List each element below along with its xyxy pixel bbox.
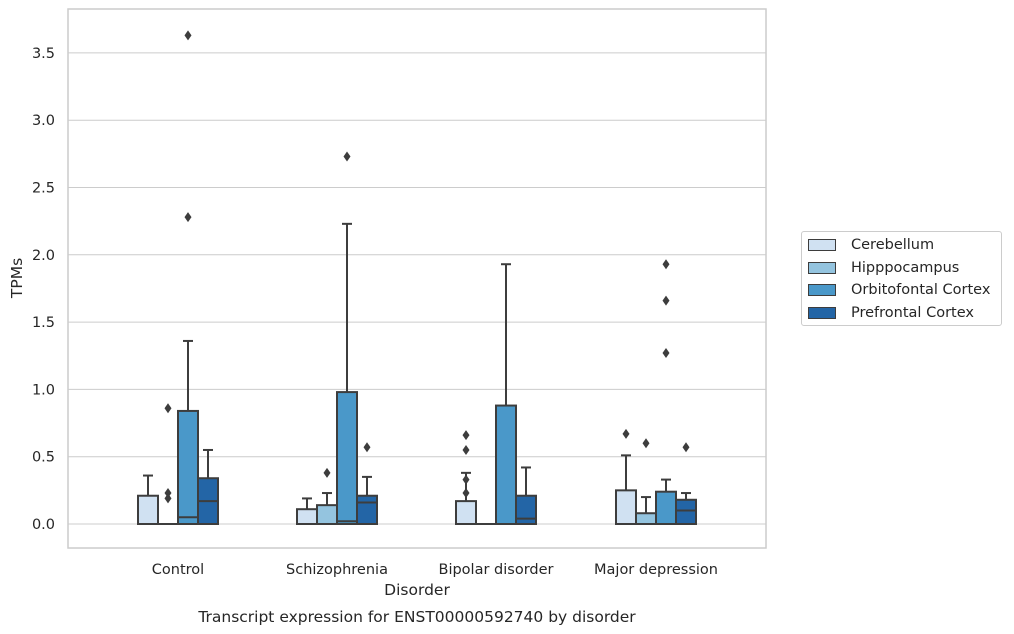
- plot-frame: [67, 8, 767, 549]
- x-tick-label: Control: [152, 562, 204, 578]
- box-body: [296, 508, 318, 525]
- box-3-0: [197, 448, 219, 525]
- box-0-1: [296, 497, 318, 525]
- box-3-3: [675, 442, 697, 526]
- box-1-3: [635, 438, 657, 525]
- box-3-2: [515, 466, 537, 526]
- y-tick-label: 3.0: [32, 113, 55, 129]
- box-body: [455, 500, 477, 526]
- box-body: [356, 494, 378, 526]
- legend-item-cerebellum: Cerebellum: [808, 235, 934, 255]
- box-2-1: [336, 151, 358, 526]
- outlier-point: [462, 488, 470, 499]
- y-tick-label: 3.5: [32, 46, 55, 62]
- legend-item-orbitofontal-cortex: Orbitofontal Cortex: [808, 280, 990, 300]
- x-axis-label: Disorder: [384, 581, 450, 599]
- outlier-point: [164, 488, 172, 499]
- outlier-point: [184, 30, 192, 41]
- box-body: [635, 512, 657, 525]
- box-0-2: [455, 430, 477, 526]
- box-body: [137, 494, 159, 526]
- box-1-1: [316, 467, 338, 526]
- outlier-point: [184, 212, 192, 223]
- outlier-point: [662, 259, 670, 270]
- box-0-3: [615, 428, 637, 526]
- outlier-point: [622, 428, 630, 439]
- y-tick-label: 1.5: [32, 315, 55, 331]
- x-tick-labels: Control Schizophrenia Bipolar disorder Majo…: [152, 562, 718, 578]
- x-tick-label: Schizophrenia: [286, 562, 388, 578]
- outlier-point: [323, 467, 331, 478]
- legend-label: Hipppocampus: [851, 260, 960, 276]
- box-body: [495, 404, 517, 525]
- legend-swatch-prefrontal-cortex: [808, 307, 836, 319]
- box-2-0: [177, 30, 199, 526]
- legend-label: Cerebellum: [851, 237, 935, 253]
- y-tick-label: 0.0: [32, 517, 55, 533]
- y-tick-labels: 0.0 0.5 1.0 1.5 2.0 2.5 3.0 3.5: [32, 46, 55, 533]
- box-1-0: [158, 403, 178, 525]
- box-body: [655, 490, 677, 526]
- box-body: [316, 504, 338, 526]
- legend-label: Prefrontal Cortex: [851, 305, 974, 321]
- legend-item-prefrontal-cortex: Prefrontal Cortex: [808, 303, 974, 323]
- outlier-point: [462, 430, 470, 441]
- chart-title: Transcript expression for ENST0000059274…: [197, 608, 636, 626]
- outlier-point: [462, 444, 470, 455]
- x-tick-label: Bipolar disorder: [439, 562, 554, 578]
- box-2-3: [655, 259, 677, 526]
- outlier-point: [164, 493, 172, 504]
- outlier-point: [363, 442, 371, 453]
- box-body: [515, 494, 537, 526]
- legend-swatch-cerebellum: [808, 239, 836, 251]
- box-body: [675, 498, 697, 526]
- outlier-point: [662, 348, 670, 359]
- y-tick-label: 0.5: [32, 450, 55, 466]
- box-0-0: [137, 474, 159, 526]
- legend-item-hipppocampus: Hipppocampus: [808, 258, 959, 278]
- x-tick-label: Major depression: [594, 562, 718, 578]
- gridlines: [68, 52, 766, 525]
- box-body: [615, 489, 637, 526]
- y-tick-label: 2.5: [32, 181, 55, 197]
- outlier-point: [662, 295, 670, 306]
- y-tick-label: 2.0: [32, 248, 55, 264]
- box-body: [336, 391, 358, 526]
- box-2-2: [495, 263, 517, 525]
- box-3-1: [356, 442, 378, 526]
- outlier-point: [462, 474, 470, 485]
- outlier-point: [343, 151, 351, 162]
- box-body: [177, 409, 199, 526]
- boxes: [137, 30, 697, 526]
- y-tick-label: 1.0: [32, 382, 55, 398]
- outlier-point: [682, 442, 690, 453]
- legend: Cerebellum Hipppocampus Orbitofontal Cor…: [801, 231, 1002, 326]
- y-axis-label: TPMs: [8, 258, 26, 299]
- outlier-point: [164, 403, 172, 414]
- legend-swatch-orbitofontal-cortex: [808, 284, 836, 296]
- legend-label: Orbitofontal Cortex: [851, 282, 991, 298]
- outlier-point: [642, 438, 650, 449]
- legend-swatch-hipppocampus: [808, 262, 836, 274]
